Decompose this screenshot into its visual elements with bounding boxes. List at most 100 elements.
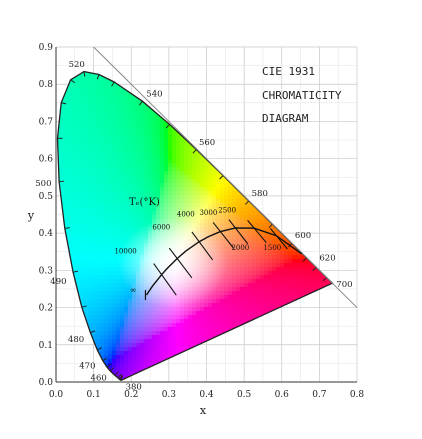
color-cell <box>96 319 101 324</box>
color-cell <box>104 231 109 236</box>
color-cell <box>140 79 145 84</box>
color-cell <box>192 163 197 168</box>
color-cell <box>168 179 173 184</box>
color-cell <box>280 327 285 332</box>
color-cell <box>200 307 205 312</box>
color-cell <box>252 299 257 304</box>
color-cell <box>260 307 265 312</box>
color-cell <box>244 171 249 176</box>
color-cell <box>140 375 145 380</box>
color-cell <box>84 279 89 284</box>
color-cell <box>180 327 185 332</box>
color-cell <box>208 367 213 372</box>
color-cell <box>156 63 161 68</box>
color-cell <box>128 347 133 352</box>
color-cell <box>212 103 217 108</box>
color-cell <box>168 323 173 328</box>
color-cell <box>244 159 249 164</box>
color-cell <box>244 275 249 280</box>
color-cell <box>220 223 225 228</box>
color-cell <box>248 295 253 300</box>
color-cell <box>60 175 65 180</box>
color-cell <box>144 111 149 116</box>
color-cell <box>284 211 289 216</box>
color-cell <box>148 359 153 364</box>
color-cell <box>192 83 197 88</box>
color-cell <box>200 167 205 172</box>
color-cell <box>284 147 289 152</box>
color-cell <box>132 71 137 76</box>
color-cell <box>176 379 181 384</box>
color-cell <box>76 99 81 104</box>
color-cell <box>156 155 161 160</box>
color-cell <box>180 51 185 56</box>
color-cell <box>276 103 281 108</box>
color-cell <box>268 299 273 304</box>
color-cell <box>180 183 185 188</box>
color-cell <box>272 283 277 288</box>
color-cell <box>164 139 169 144</box>
color-cell <box>232 199 237 204</box>
color-cell <box>92 147 97 152</box>
color-cell <box>136 219 141 224</box>
color-cell <box>160 319 165 324</box>
color-cell <box>132 167 137 172</box>
color-cell <box>128 171 133 176</box>
color-cell <box>236 207 241 212</box>
color-cell <box>284 299 289 304</box>
color-cell <box>220 187 225 192</box>
color-cell <box>156 335 161 340</box>
color-cell <box>128 343 133 348</box>
color-cell <box>148 347 153 352</box>
color-cell <box>100 311 105 316</box>
color-cell <box>252 219 257 224</box>
color-cell <box>128 227 133 232</box>
color-cell <box>208 191 213 196</box>
color-cell <box>216 299 221 304</box>
color-cell <box>240 279 245 284</box>
color-cell <box>116 167 121 172</box>
color-cell <box>156 351 161 356</box>
color-cell <box>60 363 65 368</box>
color-cell <box>104 327 109 332</box>
color-cell <box>136 375 141 380</box>
color-cell <box>220 315 225 320</box>
color-cell <box>208 343 213 348</box>
color-cell <box>208 79 213 84</box>
color-cell <box>160 367 165 372</box>
color-cell <box>168 147 173 152</box>
color-cell <box>148 175 153 180</box>
color-cell <box>188 51 193 56</box>
color-cell <box>212 327 217 332</box>
color-cell <box>96 99 101 104</box>
color-cell <box>232 147 237 152</box>
color-cell <box>136 151 141 156</box>
color-cell <box>268 135 273 140</box>
color-cell <box>224 191 229 196</box>
color-cell <box>164 339 169 344</box>
color-cell <box>220 79 225 84</box>
color-cell <box>192 191 197 196</box>
color-cell <box>208 63 213 68</box>
color-cell <box>76 203 81 208</box>
color-cell <box>72 119 77 124</box>
color-cell <box>124 83 129 88</box>
color-cell <box>92 303 97 308</box>
color-cell <box>160 179 165 184</box>
color-cell <box>272 279 277 284</box>
color-cell <box>192 55 197 60</box>
color-cell <box>176 355 181 360</box>
color-cell <box>96 67 101 72</box>
color-cell <box>208 51 213 56</box>
color-cell <box>200 163 205 168</box>
color-cell <box>120 135 125 140</box>
color-cell <box>100 111 105 116</box>
color-cell <box>264 347 269 352</box>
color-cell <box>240 271 245 276</box>
color-cell <box>156 119 161 124</box>
color-cell <box>104 195 109 200</box>
color-cell <box>272 355 277 360</box>
color-cell <box>284 135 289 140</box>
color-cell <box>280 291 285 296</box>
color-cell <box>56 235 61 240</box>
